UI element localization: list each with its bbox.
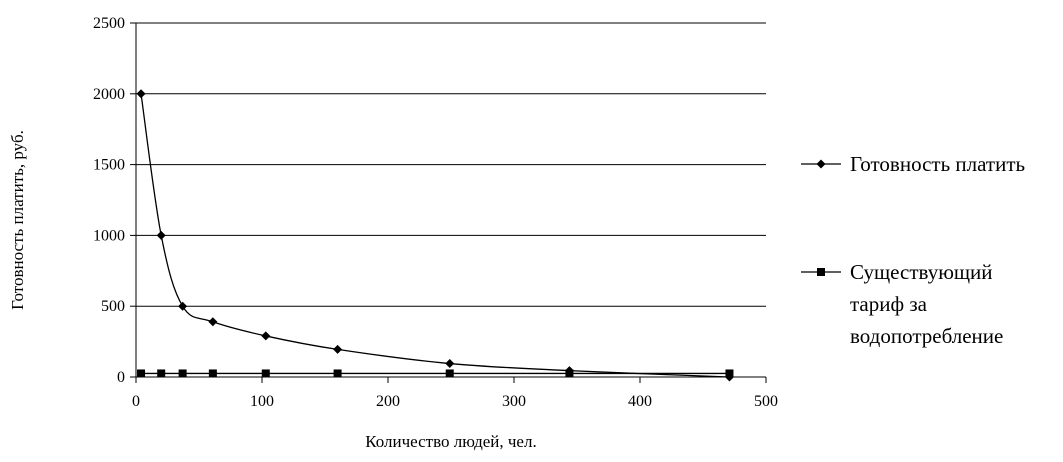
series-2: [137, 369, 734, 378]
y-tick-label: 0: [117, 369, 125, 386]
series-2-point: [208, 369, 217, 378]
y-tick-label: 2500: [93, 15, 125, 32]
axis-ticks: 0 500 1000 1500 2000 2500 0 100 200 300 400 500: [93, 15, 778, 410]
series-2-point: [725, 369, 734, 378]
series-2-point: [157, 369, 166, 378]
x-axis-title: Количество людей, чел.: [365, 432, 536, 451]
series-1-point: [178, 301, 188, 311]
x-tick-label: 0: [132, 393, 140, 410]
y-tick-label: 1500: [93, 157, 125, 174]
series-1-point: [136, 89, 146, 99]
series: [136, 89, 734, 382]
y-tick-label: 1000: [93, 227, 125, 244]
legend: Готовность платить Существующий тариф за во…: [801, 152, 1025, 348]
series-2-point: [178, 369, 187, 378]
x-tick-label: 500: [754, 393, 778, 410]
y-tick-label: 2000: [93, 86, 125, 103]
legend-label: Существующий тариф за водопотребление: [850, 260, 1003, 348]
legend-marker: [817, 268, 825, 276]
legend-label: Готовность платить: [850, 152, 1025, 176]
axes: [135, 23, 766, 378]
series-2-point: [445, 369, 454, 378]
series-1-point: [156, 230, 166, 240]
legend-item-1: Готовность платить: [801, 152, 1025, 176]
series-1-point: [261, 331, 271, 341]
x-tick-label: 400: [628, 393, 652, 410]
series-2-point: [333, 369, 342, 378]
series-2-point: [261, 369, 270, 378]
gridlines: [136, 22, 766, 307]
x-tick-label: 300: [502, 393, 526, 410]
x-tick-label: 200: [376, 393, 400, 410]
series-1-point: [445, 359, 455, 369]
series-1-point: [333, 344, 343, 354]
legend-marker: [816, 159, 826, 169]
series-2-point: [137, 369, 146, 378]
y-axis-title: Готовность платить, руб.: [8, 130, 27, 310]
series-2-point: [565, 369, 574, 378]
legend-item-2: Существующий тариф за водопотребление: [801, 260, 1003, 348]
y-tick-label: 500: [101, 298, 125, 315]
series-1-point: [208, 317, 218, 327]
x-tick-label: 100: [250, 393, 274, 410]
